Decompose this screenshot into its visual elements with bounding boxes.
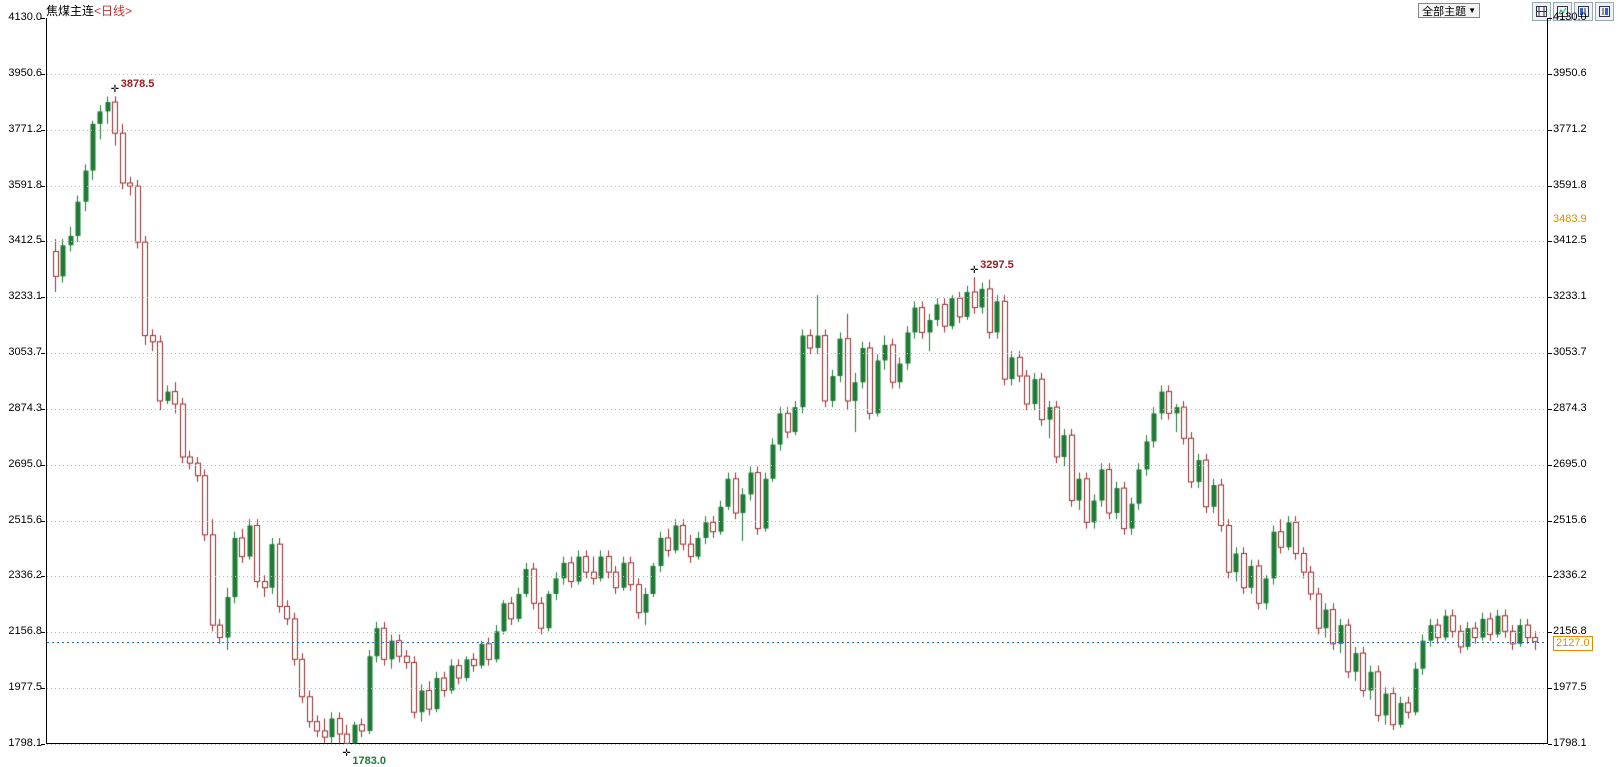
tick-mark <box>41 186 45 187</box>
gridline <box>47 465 1547 466</box>
annotation-high-1: 3878.5 <box>120 78 155 91</box>
y-tick-label-right: 2874.3 <box>1553 401 1587 414</box>
symbol-name: 焦煤主连 <box>46 4 95 18</box>
y-tick-label-right: 3412.5 <box>1553 234 1587 247</box>
gridline <box>47 297 1547 298</box>
tick-mark <box>1548 353 1552 354</box>
current-price-line <box>47 642 1547 643</box>
tick-mark <box>41 18 45 19</box>
crosshair-icon[interactable] <box>1553 2 1572 21</box>
y-tick-label-right: 3591.8 <box>1553 178 1587 191</box>
y-tick-label-right: 1977.5 <box>1553 681 1587 694</box>
y-tick-label-left: 3233.1 <box>8 290 42 303</box>
current-price-badge: 2127.0 <box>1553 635 1593 651</box>
period-label: <日线> <box>94 4 133 18</box>
tick-mark <box>1548 130 1552 131</box>
y-tick-label-left: 2156.8 <box>8 625 42 638</box>
y-tick-label-left: 3053.7 <box>8 346 42 359</box>
y-tick-label-left: 4130.0 <box>8 11 42 23</box>
gridline <box>47 74 1547 75</box>
y-tick-label-left: 2874.3 <box>8 401 42 414</box>
tick-mark <box>1548 18 1552 19</box>
plot-area[interactable] <box>46 18 1548 744</box>
tick-mark <box>41 241 45 242</box>
tick-mark <box>41 632 45 633</box>
y-tick-label-right: 3053.7 <box>1553 346 1587 359</box>
tick-mark <box>1548 241 1552 242</box>
gridline <box>47 409 1547 410</box>
y-tick-label-right: 4130.0 <box>1553 11 1587 23</box>
y-tick-label-right: 1798.1 <box>1553 737 1587 749</box>
tick-mark <box>41 297 45 298</box>
tick-mark <box>1548 465 1552 466</box>
annotation-high-2: 3297.5 <box>980 259 1014 272</box>
tick-mark <box>1548 74 1552 75</box>
y-tick-label-right: 2156.8 <box>1553 625 1587 638</box>
marker-low-1: ✛ <box>342 747 351 759</box>
y-tick-label-right: 3771.2 <box>1553 122 1587 135</box>
candlestick-canvas <box>46 18 1548 744</box>
gridline <box>47 744 1547 745</box>
tick-mark <box>1548 521 1552 522</box>
y-tick-label-right: 2695.0 <box>1553 457 1587 470</box>
gridline <box>47 130 1547 131</box>
tick-mark <box>1548 576 1552 577</box>
y-tick-label-right: 3233.1 <box>1553 290 1587 303</box>
tick-mark <box>41 744 45 745</box>
gridline <box>47 241 1547 242</box>
tick-mark <box>41 353 45 354</box>
gridline <box>47 688 1547 689</box>
annotation-low-1: 1783.0 <box>352 754 387 767</box>
tick-mark <box>41 74 45 75</box>
y-tick-label-left: 1977.5 <box>8 681 42 694</box>
scroll-left-icon[interactable] <box>1574 2 1593 21</box>
gridline <box>47 632 1547 633</box>
tick-mark <box>41 409 45 410</box>
tick-mark <box>1548 186 1552 187</box>
y-tick-label-left: 3771.2 <box>8 122 42 135</box>
y-tick-label-left: 3412.5 <box>8 234 42 247</box>
tick-mark <box>41 465 45 466</box>
gridline <box>47 576 1547 577</box>
tick-mark <box>41 688 45 689</box>
page-title: 焦煤主连<日线> <box>46 2 132 19</box>
tick-mark <box>1548 409 1552 410</box>
chevron-down-icon: ▼ <box>1468 6 1476 15</box>
y-tick-label-left: 2695.0 <box>8 457 42 470</box>
tick-mark <box>1548 744 1552 745</box>
tick-mark <box>41 130 45 131</box>
tick-mark <box>1548 632 1552 633</box>
y-tick-label-left: 2515.6 <box>8 513 42 526</box>
gridline <box>47 353 1547 354</box>
y-tick-label-right: 2336.2 <box>1553 569 1587 582</box>
y-tick-label-left: 3950.6 <box>8 66 42 79</box>
toolbar <box>1532 2 1614 21</box>
scroll-right-icon[interactable] <box>1595 2 1614 21</box>
tick-mark <box>41 521 45 522</box>
theme-selector[interactable]: 全部主题 ▼ <box>1418 3 1480 18</box>
y-tick-label-left: 2336.2 <box>8 569 42 582</box>
y-tick-label-left: 1798.1 <box>8 737 42 749</box>
y-tick-label-left: 3591.8 <box>8 178 42 191</box>
y-tick-label-right: 2515.6 <box>1553 513 1587 526</box>
marker-high-2: ✛ <box>970 265 979 277</box>
theme-selector-label: 全部主题 <box>1422 5 1467 18</box>
marker-high-1: ✛ <box>110 84 120 96</box>
tick-mark <box>1548 297 1552 298</box>
gridline <box>47 521 1547 522</box>
y-tick-label-right: 3950.6 <box>1553 66 1587 79</box>
tick-mark <box>41 576 45 577</box>
gridline <box>47 186 1547 187</box>
upper-price-label: 3483.9 <box>1553 213 1587 226</box>
tick-mark <box>1548 688 1552 689</box>
